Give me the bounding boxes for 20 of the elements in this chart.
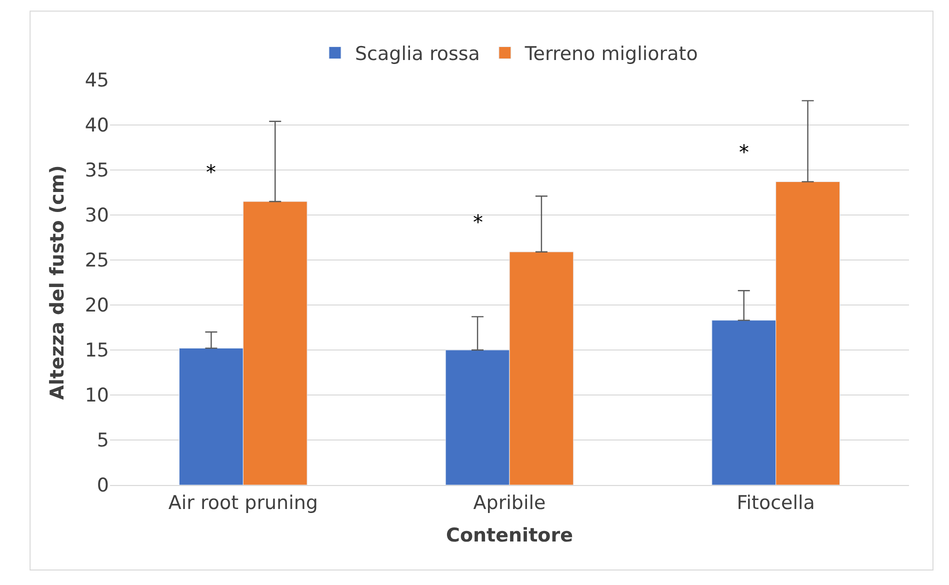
annotation: * <box>739 140 749 164</box>
y-tick-label: 20 <box>84 294 109 317</box>
y-tick-label: 45 <box>84 70 109 92</box>
x-axis-title: Contenitore <box>446 524 573 547</box>
y-tick-label: 30 <box>84 204 109 227</box>
y-tick-label: 40 <box>84 114 109 137</box>
y-tick-label: 5 <box>96 430 109 452</box>
y-tick-label: 0 <box>96 474 109 497</box>
y-axis-title: Altezza del fusto (cm) <box>46 165 69 400</box>
annotation: * <box>473 210 483 234</box>
annotation: * <box>206 160 216 184</box>
y-tick-label: 25 <box>84 250 109 272</box>
x-tick-label: Apribile <box>473 492 546 514</box>
y-tick-label: 10 <box>84 384 109 407</box>
x-tick-label: Fitocella <box>736 492 815 514</box>
x-tick-label: Air root pruning <box>168 492 318 514</box>
y-tick-label: 35 <box>84 160 109 182</box>
legend-label: Scaglia rossa <box>355 43 480 66</box>
y-tick-label: 15 <box>84 340 109 362</box>
legend-label: Terreno migliorato <box>524 43 698 66</box>
